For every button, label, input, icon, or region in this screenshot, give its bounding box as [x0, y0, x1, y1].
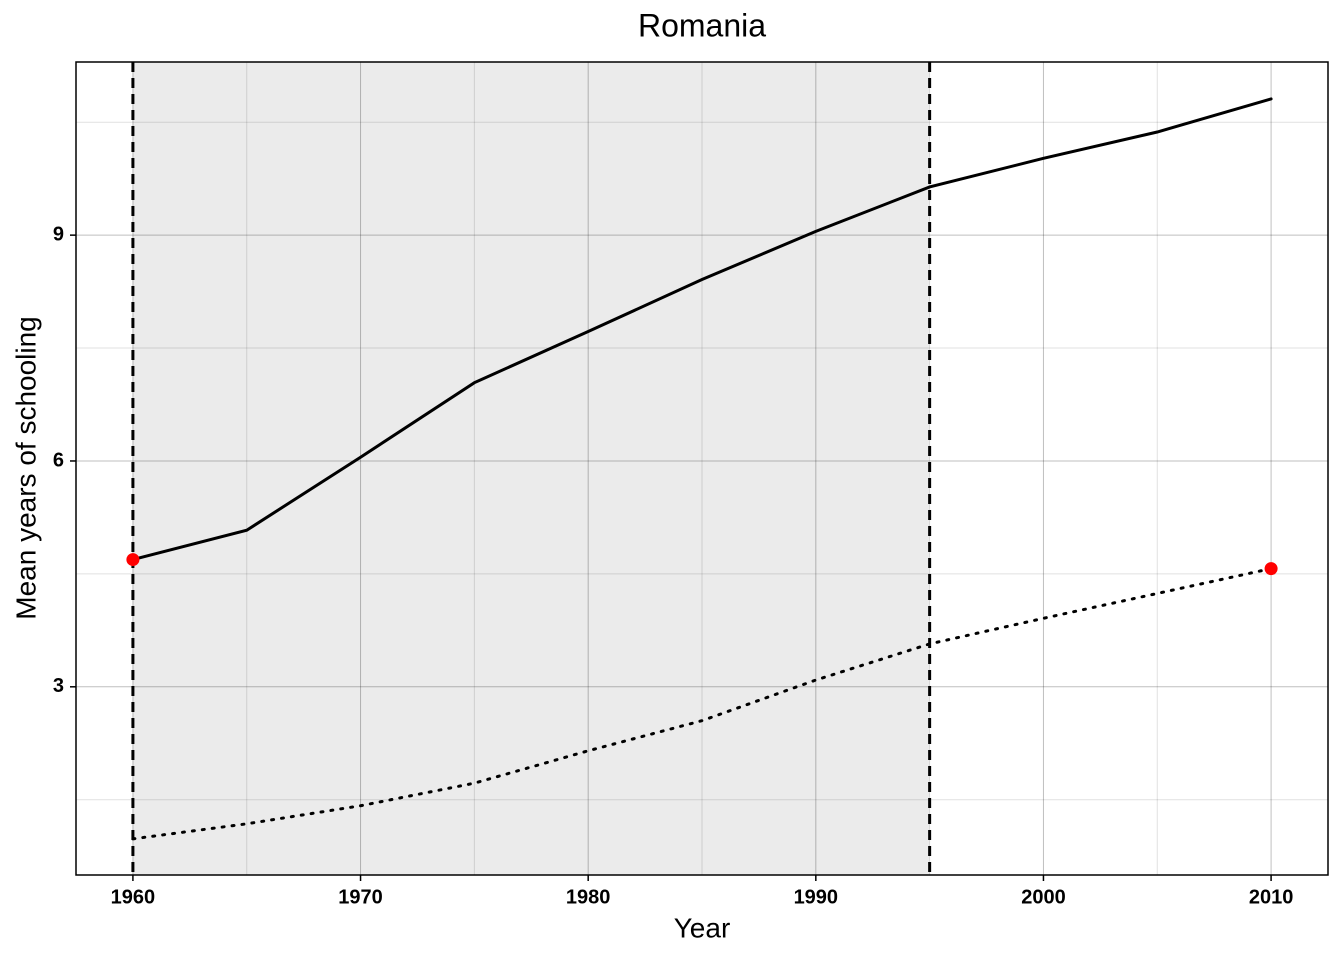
highlight-point: [1264, 562, 1278, 576]
x-tick-label: 1960: [111, 886, 156, 908]
x-tick-label: 1970: [338, 886, 383, 908]
highlight-point: [126, 553, 140, 567]
x-tick-label: 1980: [566, 886, 611, 908]
y-tick-label: 6: [53, 449, 64, 471]
x-axis-label: Year: [674, 912, 731, 943]
x-tick-label: 2010: [1249, 886, 1294, 908]
data-line: [131, 567, 1273, 841]
data-line: [131, 97, 1273, 562]
plot-border: [75, 61, 1329, 876]
shaded-region: [132, 62, 930, 875]
y-tick-label: 3: [53, 675, 64, 697]
chart-title: Romania: [638, 7, 766, 43]
y-tick-label: 9: [53, 223, 64, 245]
x-tick-label: 1990: [794, 886, 839, 908]
x-tick-label: 2000: [1021, 886, 1066, 908]
y-axis-label: Mean years of schooling: [10, 316, 41, 620]
